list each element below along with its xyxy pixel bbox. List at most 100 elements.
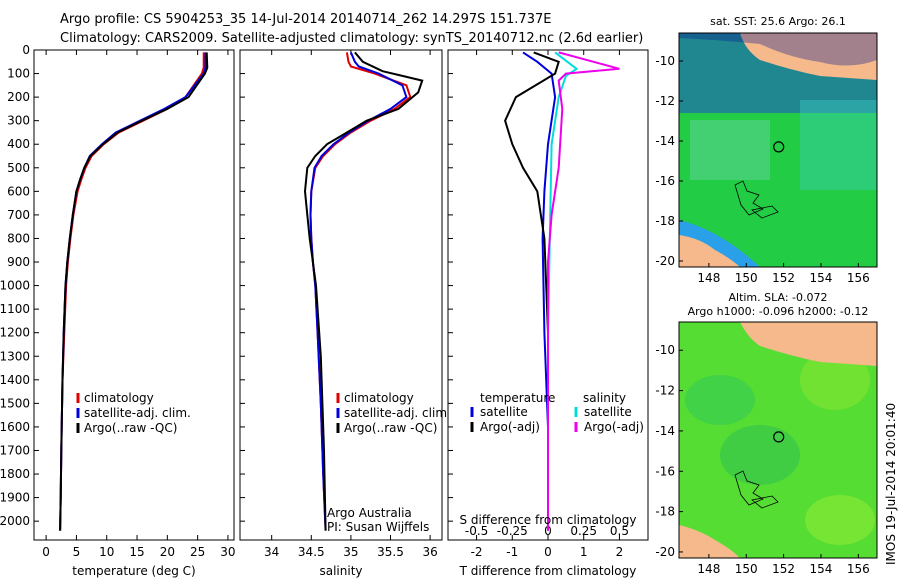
s-difference-tick-label: 0.25 (570, 524, 597, 538)
sst-reef-outline-2 (751, 205, 779, 219)
x-tick-label: 0 (42, 545, 50, 559)
temperature-panel: 0100200300400500600700800900100011001200… (0, 43, 236, 578)
sst-map-axes: 148 150 152 154 156 -10 -12 -14 -16 -18 -20 (655, 54, 869, 285)
salinity-difference-label: S difference from climatology (460, 513, 637, 527)
sla-high-anomaly-2 (805, 495, 875, 545)
sla-map-title-line1: Altim. SLA: -0.072 (728, 291, 827, 304)
y-tick-label: 1600 (0, 420, 30, 434)
sla-land-north (679, 322, 877, 366)
y-tick-label: 400 (7, 137, 30, 151)
y-tick-label: 1100 (0, 302, 30, 316)
map-y-tick-label: -12 (655, 94, 675, 108)
map-y-tick-label: -16 (655, 464, 675, 478)
difference-legend: temperature salinitysatelliteArgo(-adj)sa… (470, 391, 644, 434)
sst-north-dark (679, 33, 877, 66)
map-y-tick-label: -10 (655, 54, 675, 68)
x-tick-label: -1 (506, 545, 518, 559)
salinity-x-axis: 34 34.5 35 35.5 36 (240, 49, 438, 559)
legend-label: climatology (84, 391, 154, 405)
depth-axis: 0 100 200 300 400 500 600 700 800 900 1000 1100 1200… (0, 43, 39, 528)
y-tick-label: 100 (7, 67, 30, 81)
y-tick-label: 1700 (0, 443, 30, 457)
sst-patch (690, 120, 770, 180)
sla-argo-position-marker (773, 431, 785, 443)
x-tick-label: 0 (544, 545, 552, 559)
y-tick-label: 1000 (0, 279, 30, 293)
x-tick-label: 34.5 (298, 545, 325, 559)
salinity-axes (239, 49, 443, 541)
series-line-0 (522, 51, 557, 531)
header-line1: Argo profile: CS 5904253_35 14-Jul-2014 … (60, 12, 551, 27)
sst-field (679, 33, 877, 267)
imos-timestamp: IMOS 19-Jul-2014 20:01:40 (884, 403, 898, 565)
series-line-1 (504, 51, 560, 531)
map-y-tick-label: -20 (655, 545, 675, 559)
y-tick-label: 500 (7, 161, 30, 175)
legend-label: climatology (344, 391, 414, 405)
legend-label: satellite (480, 405, 528, 419)
x-tick-label: -2 (471, 545, 483, 559)
map-x-tick-label: 148 (697, 562, 720, 576)
y-tick-label: 1800 (0, 467, 30, 481)
map-x-tick-label: 154 (810, 271, 833, 285)
x-tick-label: 35.5 (377, 545, 404, 559)
x-tick-label: 5 (73, 545, 81, 559)
sla-map-axes: 148 150 152 154 156 -10 -12 -14 -16 -18 -20 (655, 343, 869, 576)
sla-map-title-line2: Argo h1000: -0.096 h2000: -0.12 (688, 305, 869, 318)
temperature-difference-xlabel: T difference from climatology (459, 564, 637, 578)
map-x-tick-label: 150 (735, 271, 758, 285)
x-tick-label: 2 (616, 545, 624, 559)
map-x-tick-label: 156 (847, 562, 870, 576)
salinity-panel: 34 34.5 35 35.5 36 climatologysatellite-adj.… (239, 49, 451, 578)
x-tick-label: 25 (190, 545, 205, 559)
series-line-2 (303, 51, 424, 531)
map-y-tick-label: -14 (655, 424, 675, 438)
y-tick-label: 1400 (0, 373, 30, 387)
map-x-tick-label: 156 (847, 271, 870, 285)
y-tick-label: 700 (7, 208, 30, 222)
y-tick-label: 1300 (0, 349, 30, 363)
sst-map-title: sat. SST: 25.6 Argo: 26.1 (710, 15, 846, 28)
y-tick-label: 300 (7, 114, 30, 128)
y-tick-label: 2000 (0, 514, 30, 528)
temperature-x-axis: 0 5 10 15 20 25 30 (42, 50, 236, 559)
legend-label: Argo(-adj) (584, 420, 644, 434)
sst-map-frame (678, 32, 878, 268)
s-difference-tick-label: 0.5 (610, 524, 629, 538)
legend-label: satellite-adj. clim. (344, 406, 451, 420)
sst-land-southwest (679, 235, 740, 267)
s-difference-tick-label: 0 (544, 524, 552, 538)
y-tick-label: 800 (7, 231, 30, 245)
x-tick-label: 35 (343, 545, 358, 559)
sst-map-panel: sat. SST: 25.6 Argo: 26.1 148 150 152 154 15… (655, 15, 878, 285)
difference-panel: -2 -1 0 1 2 -0.5 -0.25 0 0.25 0.5 temperature sali… (447, 49, 649, 578)
map-y-tick-label: -10 (655, 343, 675, 357)
map-x-tick-label: 148 (697, 271, 720, 285)
map-x-tick-label: 154 (810, 562, 833, 576)
difference-lines (504, 51, 620, 531)
x-tick-label: 20 (160, 545, 175, 559)
sla-map-panel: Altim. SLA: -0.072 Argo h1000: -0.096 h2… (655, 291, 878, 576)
legend-header-salinity: salinity (583, 391, 626, 405)
series-line-1 (309, 52, 408, 531)
x-tick-label: 1 (580, 545, 588, 559)
credit-line2: PI: Susan Wijffels (327, 520, 429, 534)
map-y-tick-label: -20 (655, 254, 675, 268)
sst-argo-position-marker (773, 141, 785, 153)
sla-low-anomaly-2 (720, 425, 800, 485)
temperature-lines (59, 52, 209, 531)
temperature-axes (33, 49, 235, 541)
difference-x-axis: -2 -1 0 1 2 -0.5 -0.25 0 0.25 0.5 (448, 49, 629, 559)
sla-map-frame (678, 321, 878, 559)
series-line-2 (59, 52, 209, 531)
series-line-3 (547, 51, 620, 531)
sla-reef-outline-2 (751, 495, 779, 509)
header-line2: Climatology: CARS2009. Satellite-adjuste… (60, 31, 643, 46)
x-tick-label: 10 (99, 545, 114, 559)
sla-land-southwest (679, 525, 740, 558)
map-x-tick-label: 152 (772, 562, 795, 576)
sla-reef-outline (734, 470, 764, 506)
map-y-tick-label: -18 (655, 505, 675, 519)
